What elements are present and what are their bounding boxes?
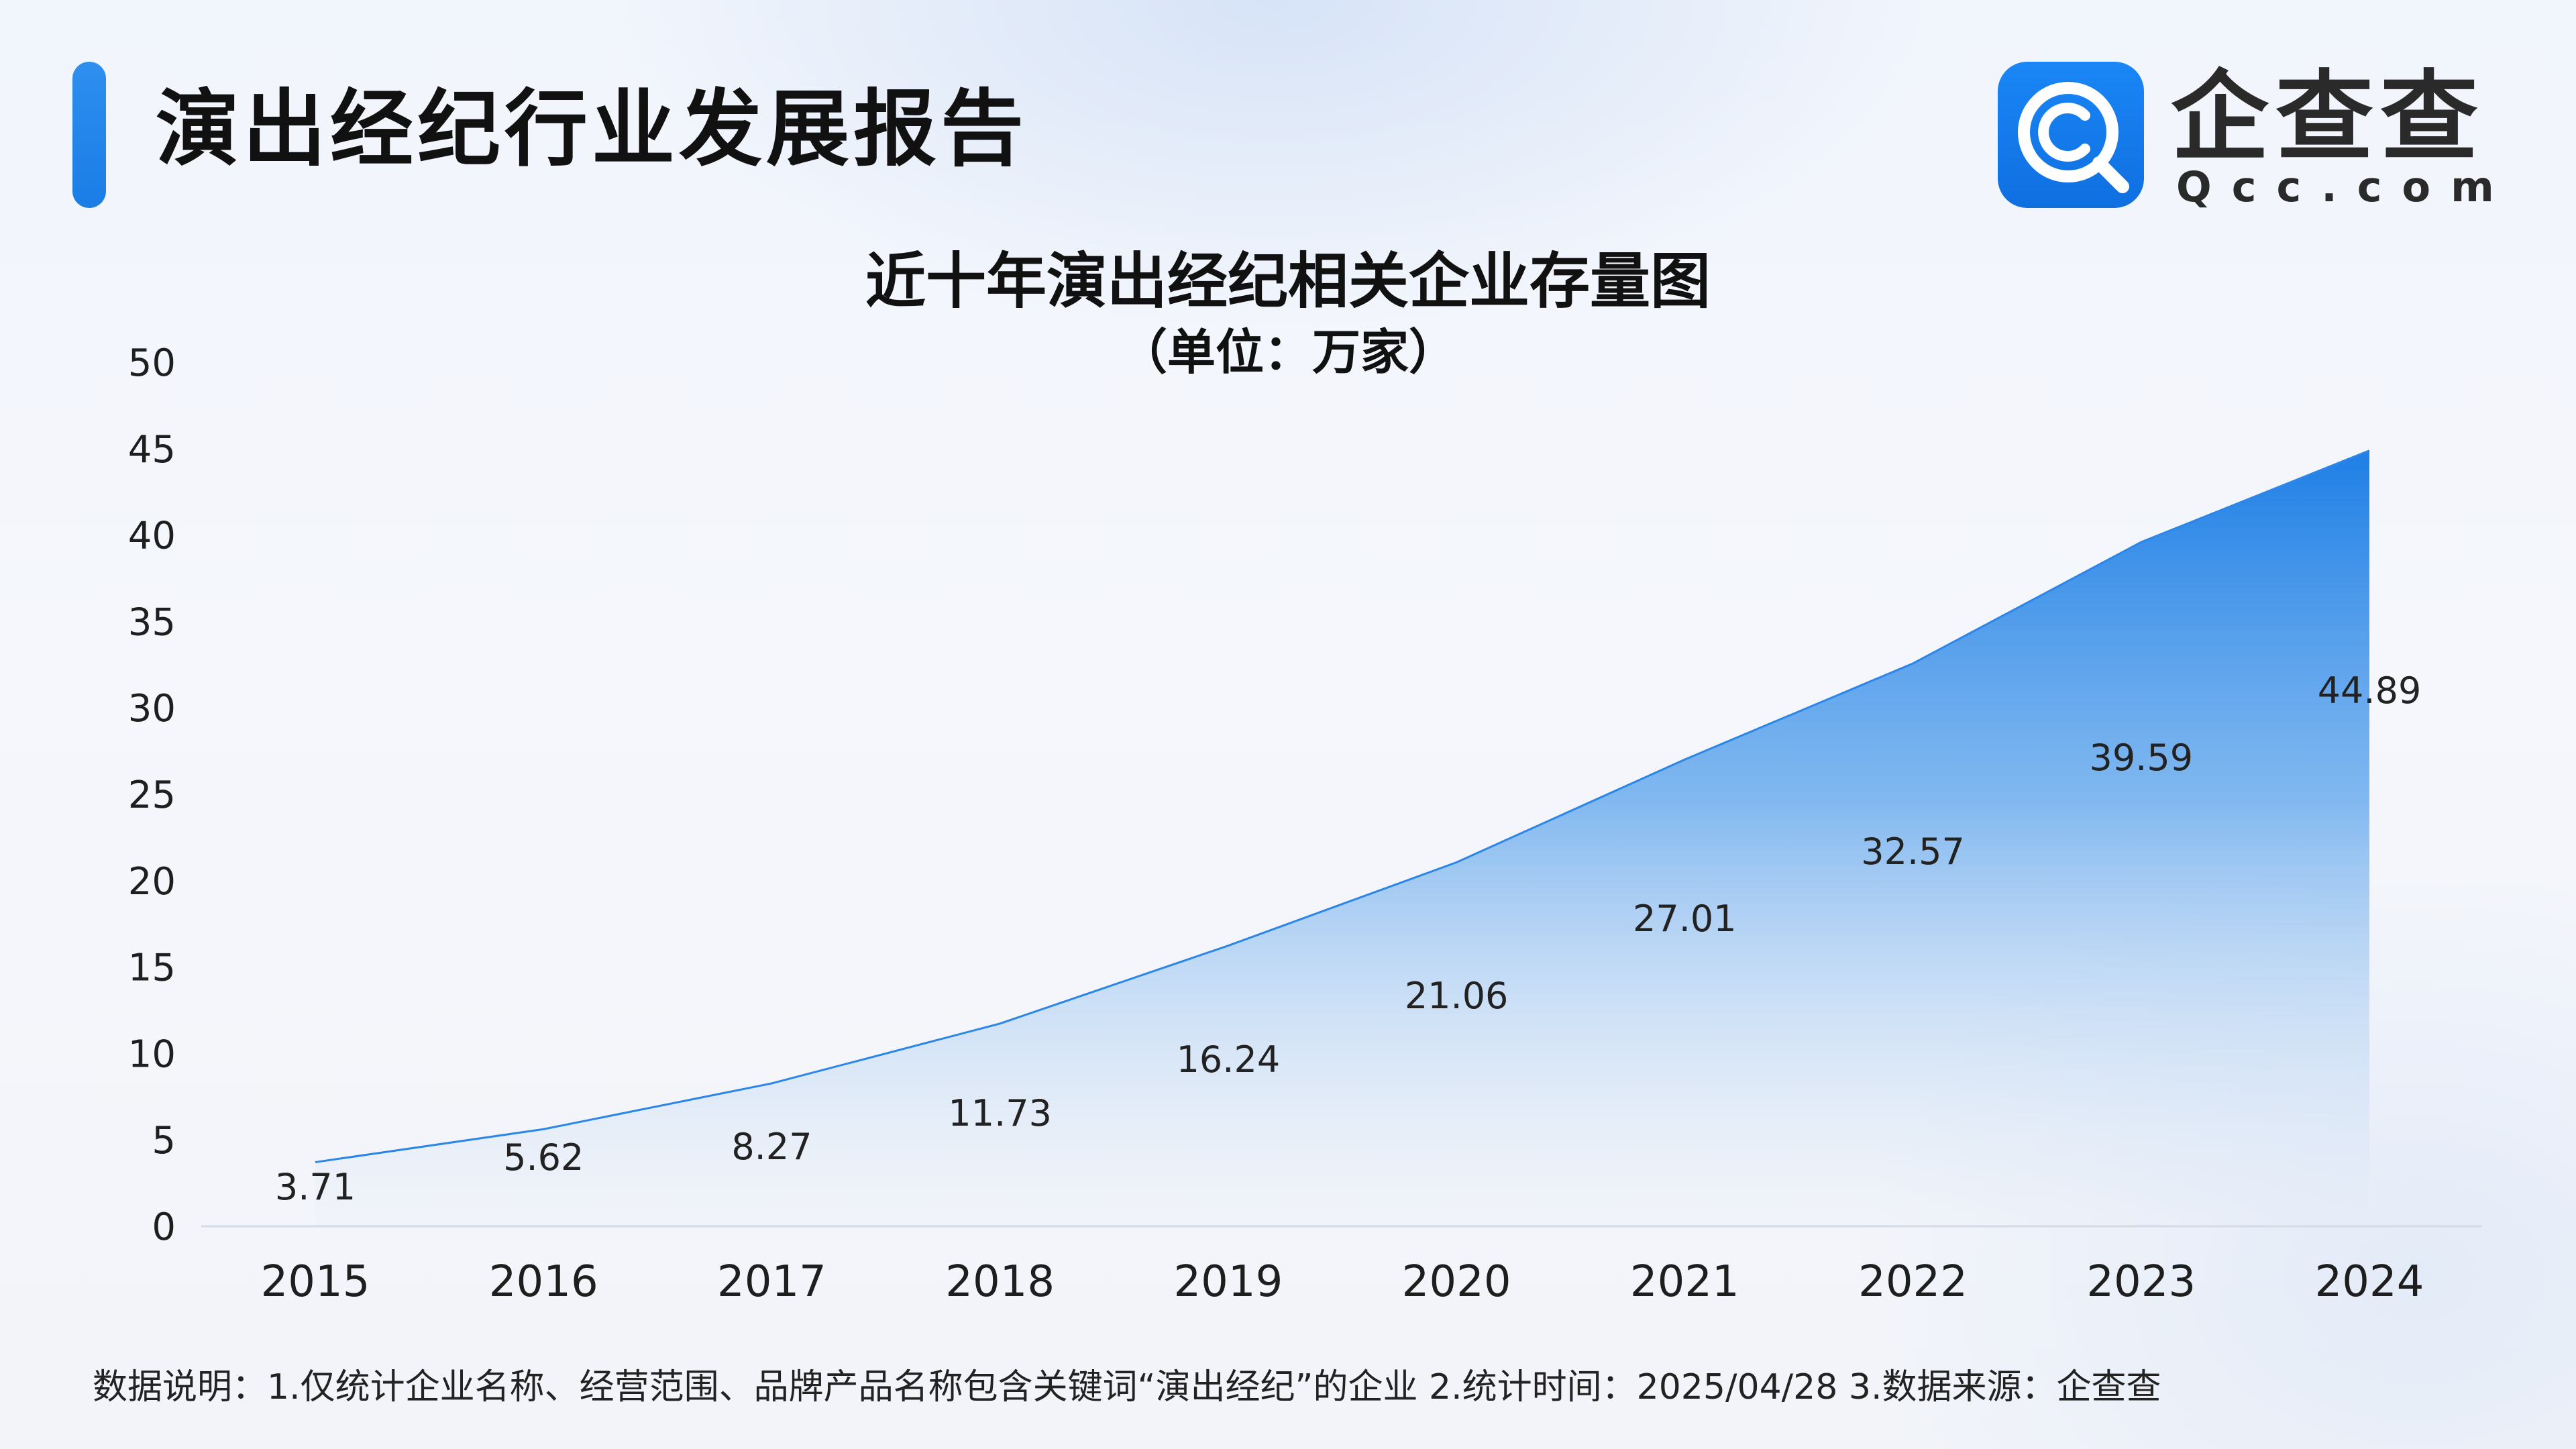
x-tick-label: 2021: [1630, 1257, 1739, 1307]
y-tick-label: 30: [128, 687, 176, 731]
logo-url: Qcc.com: [2176, 162, 2514, 211]
logo-name: 企查查: [2171, 60, 2485, 174]
y-tick-label: 40: [128, 515, 176, 558]
data-label: 3.71: [275, 1166, 356, 1208]
x-tick-label: 2019: [1173, 1257, 1283, 1307]
y-tick-label: 25: [128, 773, 176, 817]
y-tick-label: 45: [128, 428, 176, 472]
area-series-line: [315, 449, 2370, 1163]
data-label: 39.59: [2089, 737, 2193, 779]
x-tick-label: 2017: [717, 1257, 826, 1307]
y-tick-label: 20: [128, 860, 176, 904]
y-tick-label: 5: [152, 1119, 176, 1163]
y-tick-label: 0: [152, 1205, 176, 1249]
x-tick-label: 2016: [489, 1257, 598, 1307]
data-label: 5.62: [503, 1136, 584, 1179]
data-label: 44.89: [2318, 669, 2422, 712]
y-tick-label: 50: [128, 341, 176, 385]
x-tick-label: 2024: [2315, 1257, 2424, 1307]
data-label: 27.01: [1633, 898, 1737, 940]
x-tick-label: 2020: [1402, 1257, 1511, 1307]
data-footnote: 数据说明：1.仅统计企业名称、经营范围、品牌产品名称包含关键词“演出经纪”的企业…: [93, 1367, 2161, 1407]
x-tick-label: 2015: [261, 1257, 370, 1307]
page-title: 演出经纪行业发展报告: [156, 81, 1028, 178]
data-label: 32.57: [1861, 830, 1965, 873]
title-accent-bar: [72, 62, 106, 208]
x-tick-label: 2022: [1858, 1257, 1968, 1307]
area-series: [315, 450, 2369, 1227]
data-label: 8.27: [731, 1126, 812, 1168]
data-label: 11.73: [948, 1092, 1052, 1134]
qcc-search-icon: [1998, 62, 2144, 208]
y-tick-label: 15: [128, 947, 176, 990]
qcc-logo: 企查查 Qcc.com: [1998, 60, 2508, 211]
x-tick-label: 2018: [945, 1257, 1055, 1307]
data-label: 21.06: [1405, 975, 1509, 1017]
chart-subtitle: （单位：万家）: [1119, 324, 1457, 380]
y-tick-label: 35: [128, 600, 176, 644]
x-tick-label: 2023: [2086, 1257, 2196, 1307]
data-label: 16.24: [1177, 1038, 1281, 1081]
y-tick-label: 10: [128, 1032, 176, 1076]
chart-title: 近十年演出经纪相关企业存量图: [865, 246, 1711, 317]
